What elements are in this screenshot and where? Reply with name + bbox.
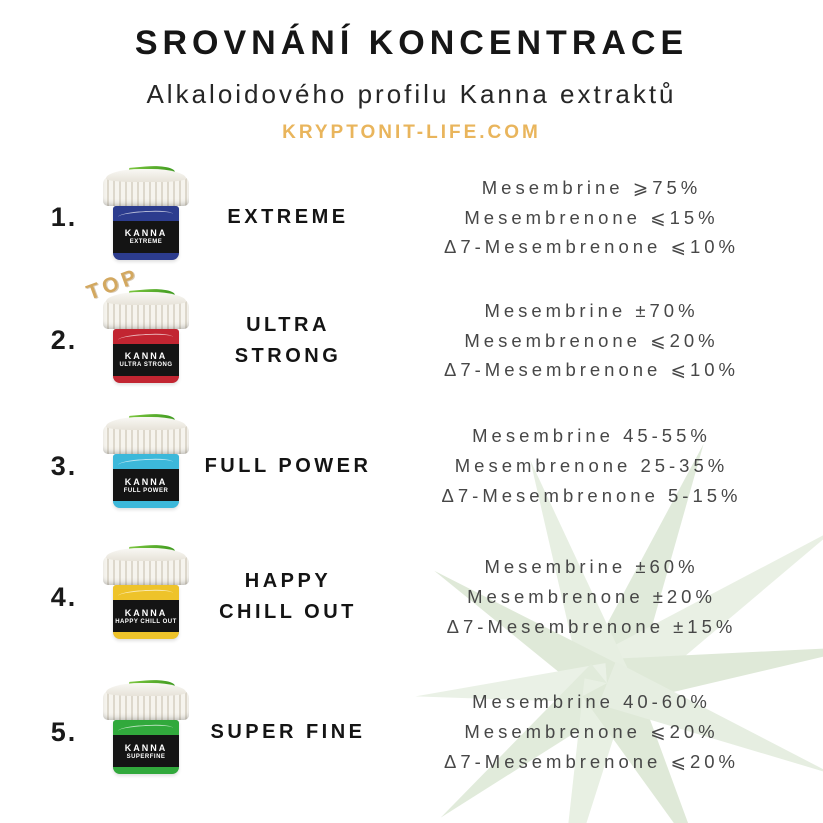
product-number: 5. [50, 716, 78, 747]
jar-label-band [113, 205, 179, 221]
spec-line: Mesembrine 45-55% [472, 425, 711, 447]
product-specs: Mesembrine ⩾75% Mesembrenone ⩽15% Δ7-Mes… [374, 173, 809, 263]
jar-icon: KANNA HAPPY CHILL OUT [103, 543, 189, 641]
jar-label: KANNA SUPERFINE [113, 720, 179, 774]
spec-line: Δ7-Mesembrenone ⩽10% [443, 359, 740, 381]
product-number: 4. [50, 581, 78, 612]
jar-label-text: KANNA HAPPY CHILL OUT [113, 600, 179, 632]
spec-line: Mesembrine 40-60% [472, 691, 711, 713]
spec-line: Δ7-Mesembrenone ⩽20% [443, 750, 740, 772]
product-name: EXTREME [227, 206, 349, 228]
spec-line: Δ7-Mesembrenone ±15% [446, 615, 737, 637]
spec-line: Mesembrenone ⩽15% [464, 206, 719, 228]
jar-lid [103, 417, 189, 454]
spec-line: Δ7-Mesembrenone ⩽10% [443, 236, 740, 258]
spec-line: Mesembrine ⩾75% [481, 176, 702, 198]
jar-label: KANNA HAPPY CHILL OUT [113, 585, 179, 639]
website-url: KRYPTONIT-LIFE.COM [282, 122, 541, 143]
spec-line: Mesembrenone 25-35% [454, 455, 729, 477]
product-name: SUPER FINE [210, 720, 366, 743]
spec-line: Mesembrenone ±20% [467, 586, 716, 608]
spec-line: Mesembrine ±70% [484, 299, 699, 321]
product-jar-photo: KANNA HAPPY CHILL OUT [90, 543, 202, 641]
jar-label-band [113, 501, 179, 508]
spec-line: Mesembrenone ⩽20% [464, 721, 719, 743]
jar-label-text: KANNA FULL POWER [113, 469, 179, 501]
jar-lid [103, 683, 189, 720]
product-jar-photo: KANNA SUPERFINE [90, 678, 202, 776]
product-list: 1. KANNA EXTREME EXTREME [0, 156, 823, 800]
product-specs: Mesembrine ±60% Mesembrenone ±20% Δ7-Mes… [374, 552, 809, 642]
jar-icon: KANNA FULL POWER [103, 412, 189, 510]
product-jar-photo: KANNA FULL POWER [90, 412, 202, 510]
jar-label-text: KANNA EXTREME [113, 220, 179, 253]
jar-label-band [113, 252, 179, 260]
product-number: 3. [50, 450, 78, 481]
product-jar-photo: KANNA EXTREME [90, 163, 202, 262]
jar-label: KANNA FULL POWER [113, 454, 179, 508]
jar-label-band [113, 585, 179, 600]
jar-label-band [113, 375, 179, 383]
jar-label-text: KANNA ULTRA STRONG [113, 343, 179, 376]
jar-label-band [113, 720, 179, 735]
jar-label-band [113, 632, 179, 639]
jar-lid [103, 291, 189, 329]
spec-line: Mesembrine ±60% [484, 556, 699, 578]
jar-label: KANNA ULTRA STRONG [113, 328, 179, 383]
product-row-full-power: 3. KANNA FULL POWER FULL POWER [0, 402, 823, 530]
jar-icon: KANNA EXTREME [103, 163, 189, 262]
product-specs: Mesembrine 45-55% Mesembrenone 25-35% Δ7… [374, 421, 809, 511]
product-row-ultra-strong: 2. TOP KANNA ULTRA STRONG ULTR [0, 264, 823, 402]
spec-line: Δ7-Mesembrenone 5-15% [441, 484, 742, 506]
jar-label: KANNA EXTREME [113, 205, 179, 260]
product-row-super-fine: 5. KANNA SUPERFINE SUPER FINE [0, 664, 823, 800]
jar-lid [103, 168, 189, 206]
product-row-extreme: 1. KANNA EXTREME EXTREME [0, 156, 823, 279]
jar-label-band [113, 328, 179, 344]
product-jar-photo: TOP KANNA ULTRA STRONG [84, 264, 202, 385]
product-name: HAPPY CHILL OUT [219, 570, 357, 623]
page-title: SROVNÁNÍ KONCENTRACE [134, 24, 689, 62]
product-number: 1. [50, 202, 78, 232]
product-name: ULTRA STRONG [234, 313, 342, 367]
product-specs: Mesembrine 40-60% Mesembrenone ⩽20% Δ7-M… [374, 687, 809, 777]
jar-label-text: KANNA SUPERFINE [113, 735, 179, 767]
spec-line: Mesembrenone ⩽20% [464, 329, 719, 351]
product-number: 2. [50, 325, 78, 355]
header: SROVNÁNÍ KONCENTRACE Alkaloidového profi… [0, 0, 823, 144]
jar-icon: KANNA ULTRA STRONG [103, 286, 189, 385]
jar-label-band [113, 454, 179, 469]
product-specs: Mesembrine ±70% Mesembrenone ⩽20% Δ7-Mes… [374, 296, 809, 386]
jar-icon: KANNA SUPERFINE [103, 678, 189, 776]
jar-label-band [113, 767, 179, 774]
product-row-happy-chill-out: 4. KANNA HAPPY CHILL OUT HAPPY CHILL O [0, 530, 823, 664]
page-subtitle: Alkaloidového profilu Kanna extraktů [146, 79, 677, 109]
product-name: FULL POWER [204, 454, 372, 477]
jar-lid [103, 548, 189, 585]
